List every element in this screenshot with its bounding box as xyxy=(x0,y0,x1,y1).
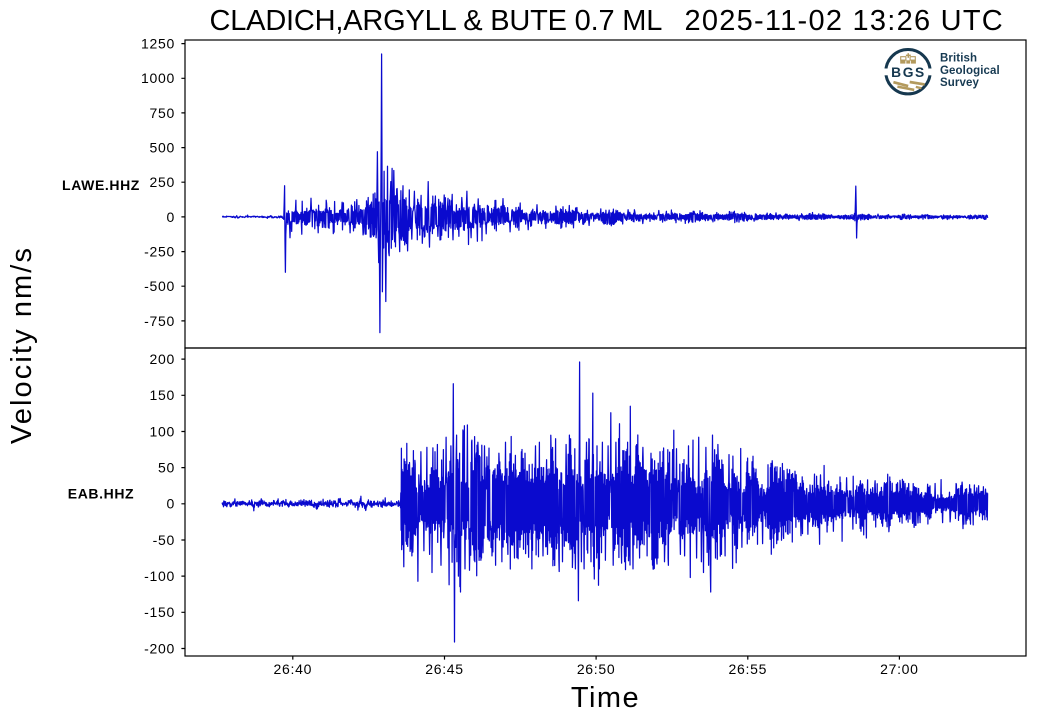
svg-text:CLADICH,ARGYLL & BUTE 0.7 ML: CLADICH,ARGYLL & BUTE 0.7 ML xyxy=(210,5,663,37)
svg-text:26:45: 26:45 xyxy=(425,661,464,677)
svg-text:Geological: Geological xyxy=(940,65,1000,77)
svg-text:-200: -200 xyxy=(144,640,175,656)
svg-text:-750: -750 xyxy=(144,313,175,329)
svg-text:Velocity nm/s: Velocity nm/s xyxy=(6,246,38,444)
svg-text:0: 0 xyxy=(167,496,176,512)
svg-text:-150: -150 xyxy=(144,604,175,620)
svg-text:-500: -500 xyxy=(144,278,175,294)
svg-text:750: 750 xyxy=(150,105,175,121)
svg-text:EAB.HHZ: EAB.HHZ xyxy=(68,486,134,502)
svg-text:2025-11-02 13:26 UTC: 2025-11-02 13:26 UTC xyxy=(685,5,1004,37)
svg-text:150: 150 xyxy=(150,387,175,403)
svg-text:50: 50 xyxy=(158,460,175,476)
svg-text:26:40: 26:40 xyxy=(274,661,313,677)
svg-text:100: 100 xyxy=(150,423,175,439)
svg-text:26:50: 26:50 xyxy=(577,661,616,677)
svg-text:500: 500 xyxy=(150,140,175,156)
svg-text:1000: 1000 xyxy=(141,70,175,86)
svg-text:LAWE.HHZ: LAWE.HHZ xyxy=(62,177,140,193)
svg-text:Survey: Survey xyxy=(940,77,979,89)
svg-text:Time: Time xyxy=(571,682,640,714)
svg-text:-250: -250 xyxy=(144,244,175,260)
svg-text:250: 250 xyxy=(150,174,175,190)
svg-text:0: 0 xyxy=(167,209,176,225)
svg-text:27:00: 27:00 xyxy=(880,661,919,677)
svg-text:BGS: BGS xyxy=(891,65,926,80)
svg-text:200: 200 xyxy=(150,351,175,367)
svg-text:-50: -50 xyxy=(153,532,175,548)
svg-text:1250: 1250 xyxy=(141,36,175,52)
svg-text:26:55: 26:55 xyxy=(729,661,768,677)
svg-text:-100: -100 xyxy=(144,568,175,584)
svg-text:British: British xyxy=(940,53,977,65)
